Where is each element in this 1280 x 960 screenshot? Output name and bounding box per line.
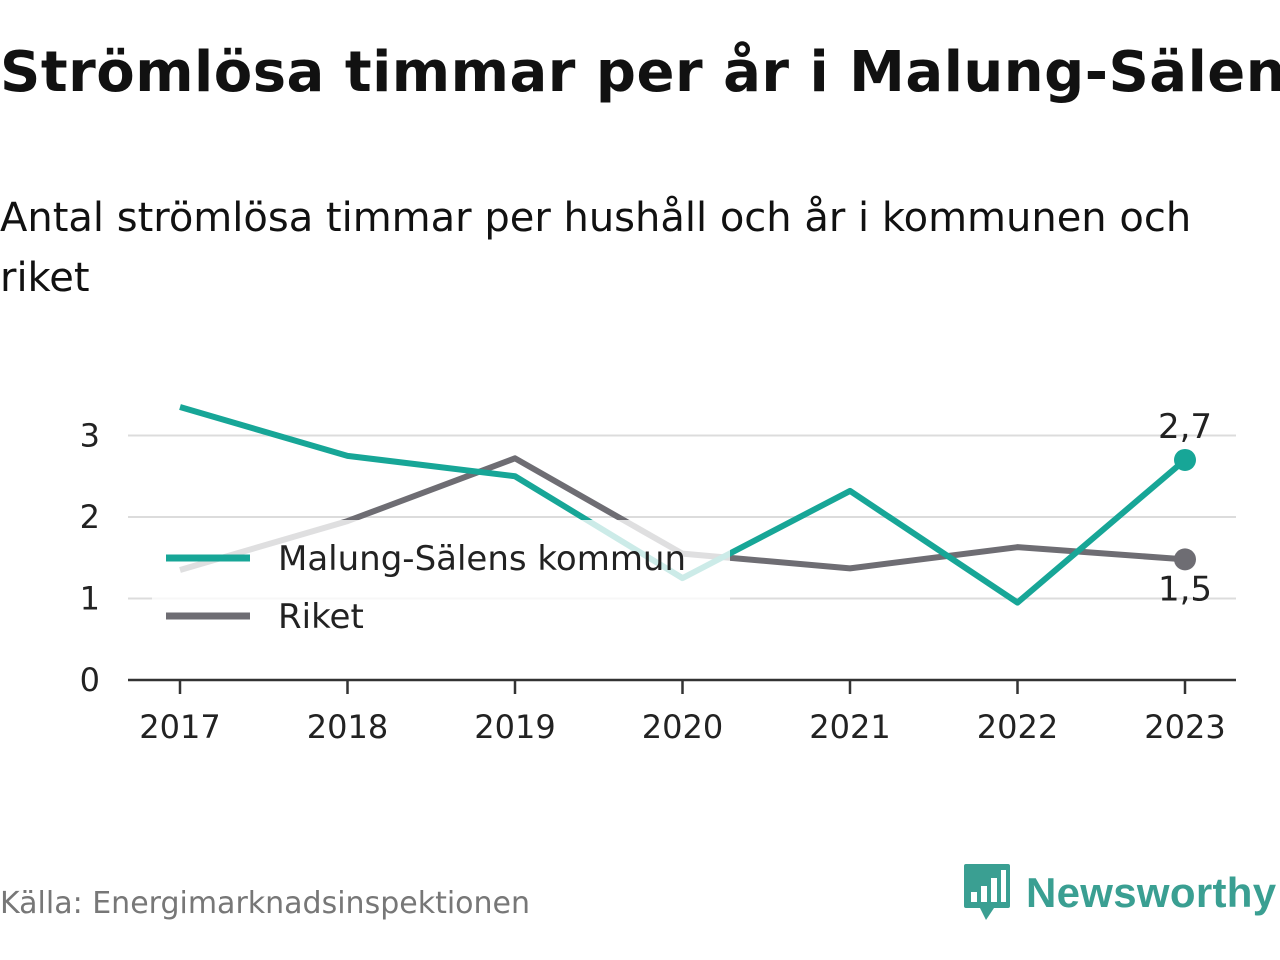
y-tick-label: 3	[80, 417, 100, 455]
brand-name: Newsworthy	[1026, 869, 1277, 916]
end-point-marker	[1174, 448, 1196, 471]
y-tick-label: 1	[80, 580, 100, 618]
x-tick-label: 2022	[977, 708, 1058, 746]
source-note: Källa: Energimarknadsinspektionen	[0, 886, 531, 921]
x-tick-label: 2018	[307, 708, 388, 746]
x-axis: 2017 2018 2019 2020 2021 2022 2023	[128, 678, 1236, 746]
x-tick-label: 2021	[809, 708, 890, 746]
brand-logo: Newsworthy	[962, 862, 1276, 924]
x-tick-label: 2023	[1144, 708, 1225, 746]
x-tick-label: 2019	[474, 708, 555, 746]
legend-label: Malung-Sälens kommun	[278, 539, 686, 579]
chart-title: Strömlösa timmar per år i Malung-Sälen	[0, 40, 1280, 105]
legend-label: Riket	[278, 597, 364, 637]
x-tick-label: 2020	[642, 708, 723, 746]
end-value-label: 2,7	[1158, 407, 1212, 447]
legend-background	[152, 520, 730, 648]
end-value-label: 1,5	[1158, 569, 1212, 609]
y-axis-labels: 0 1 2 3	[80, 417, 100, 700]
x-tick-label: 2017	[139, 708, 220, 746]
legend: Malung-Sälens kommun Riket	[152, 520, 730, 648]
y-tick-label: 0	[80, 661, 100, 699]
newsworthy-logo-icon	[964, 864, 1010, 920]
y-tick-label: 2	[80, 498, 100, 536]
chart-subtitle: Antal strömlösa timmar per hushåll och å…	[0, 195, 1192, 301]
end-point-marker	[1174, 548, 1196, 571]
end-markers: 2,7 1,5	[1158, 407, 1212, 609]
